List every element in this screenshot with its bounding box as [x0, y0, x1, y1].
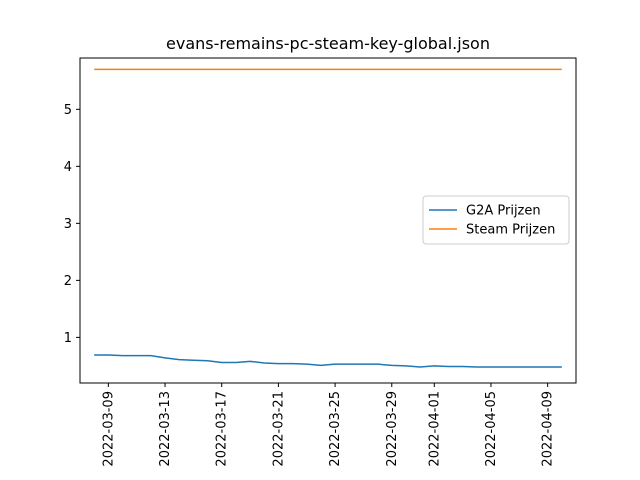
x-tick-label: 2022-03-25	[328, 391, 343, 467]
y-tick-label: 3	[64, 217, 72, 232]
x-tick-label: 2022-03-21	[271, 391, 286, 467]
y-tick-label: 1	[64, 331, 72, 346]
x-tick-label: 2022-04-01	[427, 391, 442, 467]
legend: G2A Prijzen Steam Prijzen	[422, 195, 570, 245]
x-tick-label: 2022-04-09	[541, 391, 556, 467]
legend-box	[422, 195, 570, 245]
x-tick-label: 2022-03-09	[101, 391, 116, 467]
legend-label-1: G2A Prijzen	[466, 204, 541, 219]
plot-lines	[94, 68, 562, 368]
y-tick-label: 2	[64, 274, 72, 289]
y-tick-label: 5	[64, 103, 72, 118]
chart-title: evans-remains-pc-steam-key-global.json	[166, 34, 490, 53]
x-tick-label: 2022-03-29	[385, 391, 400, 467]
legend-label-2: Steam Prijzen	[466, 223, 555, 238]
x-tick-label: 2022-03-13	[158, 391, 173, 467]
x-tick-label: 2022-04-05	[484, 391, 499, 467]
series-line-1	[94, 354, 562, 368]
x-tick-label: 2022-03-17	[215, 391, 230, 467]
y-axis: 1 2 3 4 5	[64, 103, 80, 346]
plot-frame	[79, 57, 577, 384]
x-axis: 2022-03-09 2022-03-13 2022-03-17 2022-03-21…	[101, 383, 556, 467]
y-tick-label: 4	[64, 160, 72, 175]
